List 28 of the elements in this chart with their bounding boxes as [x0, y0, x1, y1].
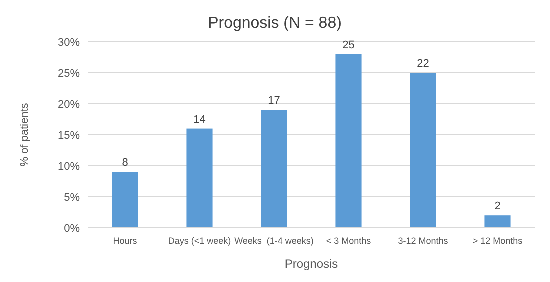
x-tick-label: 3-12 Months [398, 236, 449, 246]
chart-title: Prognosis (N = 88) [208, 15, 342, 32]
y-axis-title: % of patients [19, 102, 31, 167]
annotation: 8 [122, 157, 128, 170]
annotation: 17 [268, 95, 280, 108]
y-tick-label: 20% [58, 98, 80, 111]
y-tick-label: 25% [58, 68, 80, 80]
x-axis-title: Prognosis [284, 257, 338, 271]
annotation: 2 [494, 200, 501, 213]
y-tick-label: 30% [58, 36, 80, 49]
bar [410, 73, 436, 228]
y-tick-label: 15% [58, 130, 80, 142]
annotation: 14 [194, 114, 206, 126]
x-tick-label: < 3 Months [326, 236, 372, 246]
annotation: 25 [342, 39, 355, 52]
annotation: 22 [417, 58, 430, 70]
bar [336, 54, 362, 228]
y-tick-label: 10% [58, 160, 80, 173]
bar [186, 128, 213, 228]
y-tick-label: 0% [64, 222, 80, 235]
x-tick-label: Hours [113, 236, 138, 246]
y-tick-label: 5% [64, 192, 80, 204]
bar [261, 110, 288, 228]
x-tick-label: > 12 Months [472, 236, 524, 246]
x-tick-label: Weeks (1-4 weeks) [234, 236, 314, 246]
bar [484, 216, 511, 228]
x-tick-label: Days (<1 week) [168, 236, 232, 246]
bar [112, 172, 138, 228]
